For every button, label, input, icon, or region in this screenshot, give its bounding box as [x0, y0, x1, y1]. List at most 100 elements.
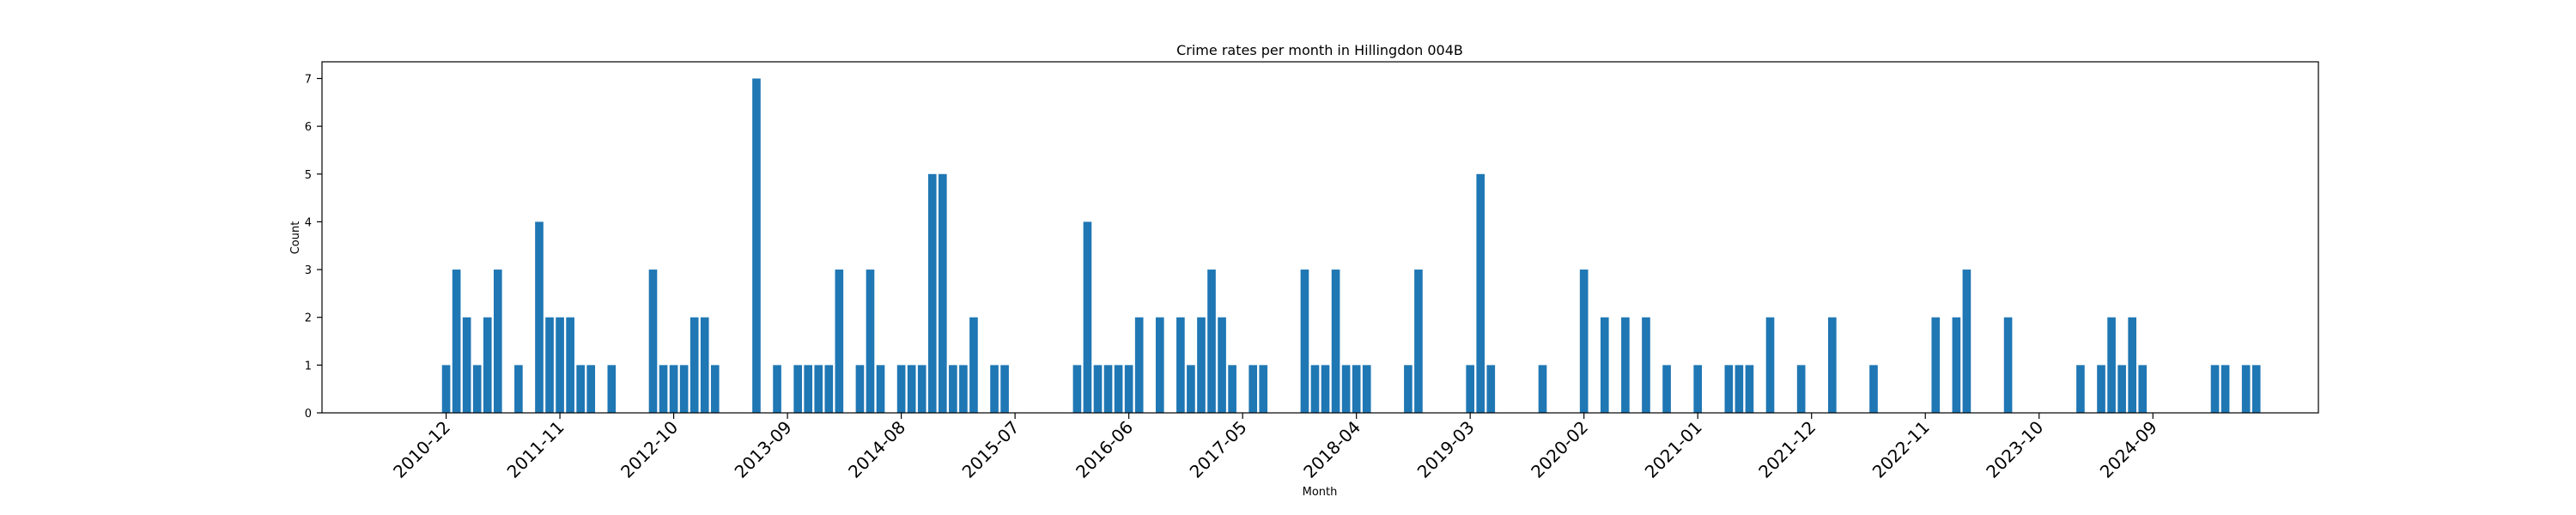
- x-tick-label-2022-11: 2022-11: [1868, 417, 1934, 482]
- y-tick-label-5: 5: [305, 169, 312, 182]
- bar-2014-05: [866, 270, 875, 413]
- bar-2011-03: [472, 365, 482, 413]
- bar-2012-02: [586, 365, 596, 413]
- bar-2019-04: [1476, 173, 1485, 413]
- x-tick-label-2013-09: 2013-09: [731, 417, 796, 482]
- bar-2011-02: [462, 317, 471, 413]
- bar-2021-11: [1796, 365, 1806, 413]
- x-tick-label-2019-03: 2019-03: [1413, 417, 1479, 482]
- bar-2013-08: [773, 365, 781, 413]
- bar-2023-03: [1962, 270, 1971, 413]
- bar-2021-08: [1765, 317, 1775, 413]
- bar-2025-03: [2210, 365, 2220, 413]
- bar-2024-04: [2097, 365, 2105, 413]
- y-tick-label-1: 1: [305, 360, 312, 373]
- bar-2013-10: [793, 365, 802, 413]
- y-tick-label-7: 7: [305, 73, 312, 86]
- x-tick-label-2021-12: 2021-12: [1754, 417, 1820, 482]
- bar-2016-03: [1093, 365, 1103, 413]
- bar-2017-04: [1228, 365, 1236, 413]
- bar-2017-01: [1197, 317, 1206, 413]
- bar-2011-12: [566, 317, 574, 413]
- bar-2014-02: [835, 270, 844, 413]
- bar-2016-01: [1072, 365, 1082, 413]
- x-tick-label-2016-06: 2016-06: [1072, 417, 1137, 482]
- bar-2017-03: [1218, 317, 1226, 413]
- bar-2019-05: [1486, 365, 1496, 413]
- bar-2025-07: [2251, 365, 2261, 413]
- bar-2016-09: [1155, 317, 1164, 413]
- x-axis-label: Month: [1303, 486, 1338, 499]
- bar-2011-04: [483, 317, 492, 413]
- bar-2025-06: [2241, 365, 2251, 413]
- bar-2014-12: [938, 173, 947, 413]
- x-tick-label-2012-10: 2012-10: [617, 417, 682, 482]
- bar-2018-02: [1331, 270, 1340, 413]
- bar-2013-02: [710, 365, 720, 413]
- bar-2010-12: [441, 365, 451, 413]
- x-axis: 2010-12 2011-11 2012-10 2013-09 2014-08 2015-…: [389, 413, 2161, 482]
- bar-2024-02: [2076, 365, 2085, 413]
- y-axis: 0 1 2 3 4 5 6 7: [305, 73, 322, 421]
- bar-2024-06: [2117, 365, 2126, 413]
- bar-2012-08: [648, 270, 658, 413]
- bar-2013-12: [814, 365, 823, 413]
- bar-2012-01: [576, 365, 585, 413]
- bar-2023-07: [2003, 317, 2013, 413]
- bar-2015-05: [990, 365, 999, 413]
- y-tick-label-3: 3: [305, 264, 312, 277]
- x-tick-label-2014-08: 2014-08: [844, 417, 909, 482]
- bar-2020-08: [1642, 317, 1650, 413]
- bar-2016-06: [1124, 365, 1133, 413]
- x-tick-label-2017-05: 2017-05: [1186, 417, 1251, 482]
- bar-2019-03: [1466, 365, 1474, 413]
- bar-2016-05: [1114, 365, 1123, 413]
- bar-2011-07: [514, 365, 523, 413]
- bar-2017-12: [1310, 365, 1320, 413]
- bar-2019-10: [1538, 365, 1547, 413]
- bar-2025-04: [2221, 365, 2230, 413]
- bar-2014-09: [907, 365, 916, 413]
- bar-2016-11: [1176, 317, 1185, 413]
- bars-group: [441, 78, 2261, 413]
- x-tick-label-2011-11: 2011-11: [503, 417, 568, 482]
- bar-2016-12: [1187, 365, 1195, 413]
- bar-2021-04: [1724, 365, 1734, 413]
- bar-2012-10: [669, 365, 678, 413]
- bar-2022-12: [1931, 317, 1941, 413]
- y-tick-label-0: 0: [305, 408, 312, 421]
- bar-2014-01: [824, 365, 834, 413]
- bar-2011-01: [452, 270, 461, 413]
- bar-2018-05: [1362, 365, 1371, 413]
- bar-2012-09: [659, 365, 668, 413]
- y-tick-label-6: 6: [305, 121, 312, 134]
- bar-2023-02: [1952, 317, 1961, 413]
- bar-2018-10: [1414, 270, 1423, 413]
- bar-2016-04: [1103, 365, 1113, 413]
- bar-2018-03: [1341, 365, 1351, 413]
- bar-2014-06: [876, 365, 885, 413]
- bar-2012-11: [679, 365, 689, 413]
- y-tick-label-4: 4: [305, 216, 312, 229]
- bar-2021-06: [1745, 365, 1754, 413]
- bar-2022-06: [1869, 365, 1878, 413]
- x-tick-label-2015-07: 2015-07: [958, 417, 1024, 482]
- bar-2024-05: [2107, 317, 2116, 413]
- bar-2012-12: [690, 317, 699, 413]
- bar-2015-06: [1000, 365, 1009, 413]
- bar-2017-11: [1300, 270, 1309, 413]
- bar-2014-10: [917, 365, 927, 413]
- bar-2017-02: [1207, 270, 1216, 413]
- bar-2014-11: [927, 173, 937, 413]
- bar-2020-06: [1621, 317, 1630, 413]
- bar-2013-11: [804, 365, 813, 413]
- bar-2021-05: [1735, 365, 1744, 413]
- bar-2016-07: [1134, 317, 1144, 413]
- bar-2014-08: [896, 365, 906, 413]
- y-axis-label: Count: [289, 221, 302, 255]
- x-tick-label-2024-09: 2024-09: [2096, 417, 2161, 482]
- bar-2017-06: [1249, 365, 1258, 413]
- chart-title: Crime rates per month in Hillingdon 004B: [1176, 42, 1463, 58]
- bar-2020-04: [1600, 317, 1609, 413]
- bar-2011-11: [556, 317, 564, 413]
